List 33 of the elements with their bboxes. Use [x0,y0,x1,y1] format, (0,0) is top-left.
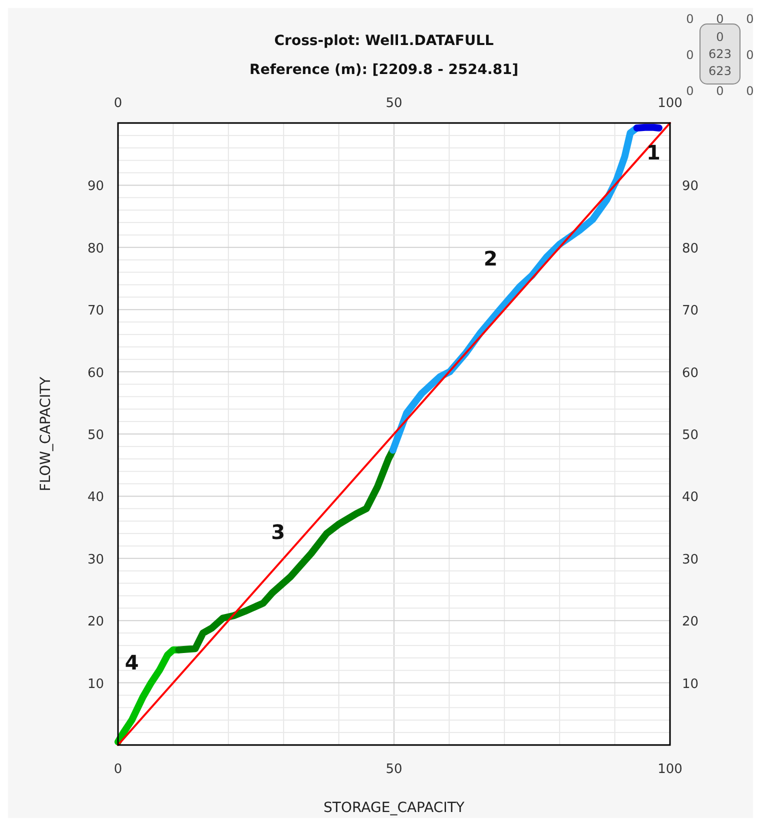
y2-tick-label: 40 [682,490,699,506]
y-tick-label: 60 [87,366,104,381]
chart-title: Cross-plot: Well1.DATAFULL [274,33,494,49]
y2-tick-label: 10 [682,676,699,692]
y-axis-title: FLOW_CAPACITY [38,376,54,492]
x2-tick-label: 0 [114,762,122,777]
annotation: 3 [271,520,286,544]
x-tick-label: 0 [114,96,122,111]
y2-tick-label: 80 [682,241,699,256]
y-tick-label: 90 [87,179,104,194]
annotation: 1 [646,140,660,165]
y2-tick-label: 90 [682,179,699,194]
x2-tick-label: 100 [658,762,682,777]
y-tick-label: 10 [87,676,104,692]
y2-tick-label: 30 [682,552,699,568]
y-tick-label: 70 [87,304,104,319]
y-tick-label: 30 [87,552,104,568]
x-axis-title: STORAGE_CAPACITY [324,800,465,816]
annotation: 2 [484,246,498,270]
zone-count-box: 0 0 0 0 0 0 0 0 0 623 623 [686,12,753,98]
y-tick-label: 80 [87,241,104,256]
x-tick-label: 100 [658,96,682,111]
y2-tick-label: 20 [682,614,699,630]
y2-tick-label: 60 [682,366,699,381]
y2-tick-label: 50 [682,428,699,443]
y-tick-label: 40 [87,490,104,506]
annotation: 4 [124,650,139,675]
x2-tick-label: 50 [386,762,402,777]
y2-tick-label: 70 [682,304,699,319]
chart-subtitle: Reference (m): [2209.8 - 2524.81] [250,62,518,78]
y-tick-label: 50 [87,428,104,443]
y-tick-label: 20 [87,614,104,630]
x-tick-label: 50 [386,96,402,111]
